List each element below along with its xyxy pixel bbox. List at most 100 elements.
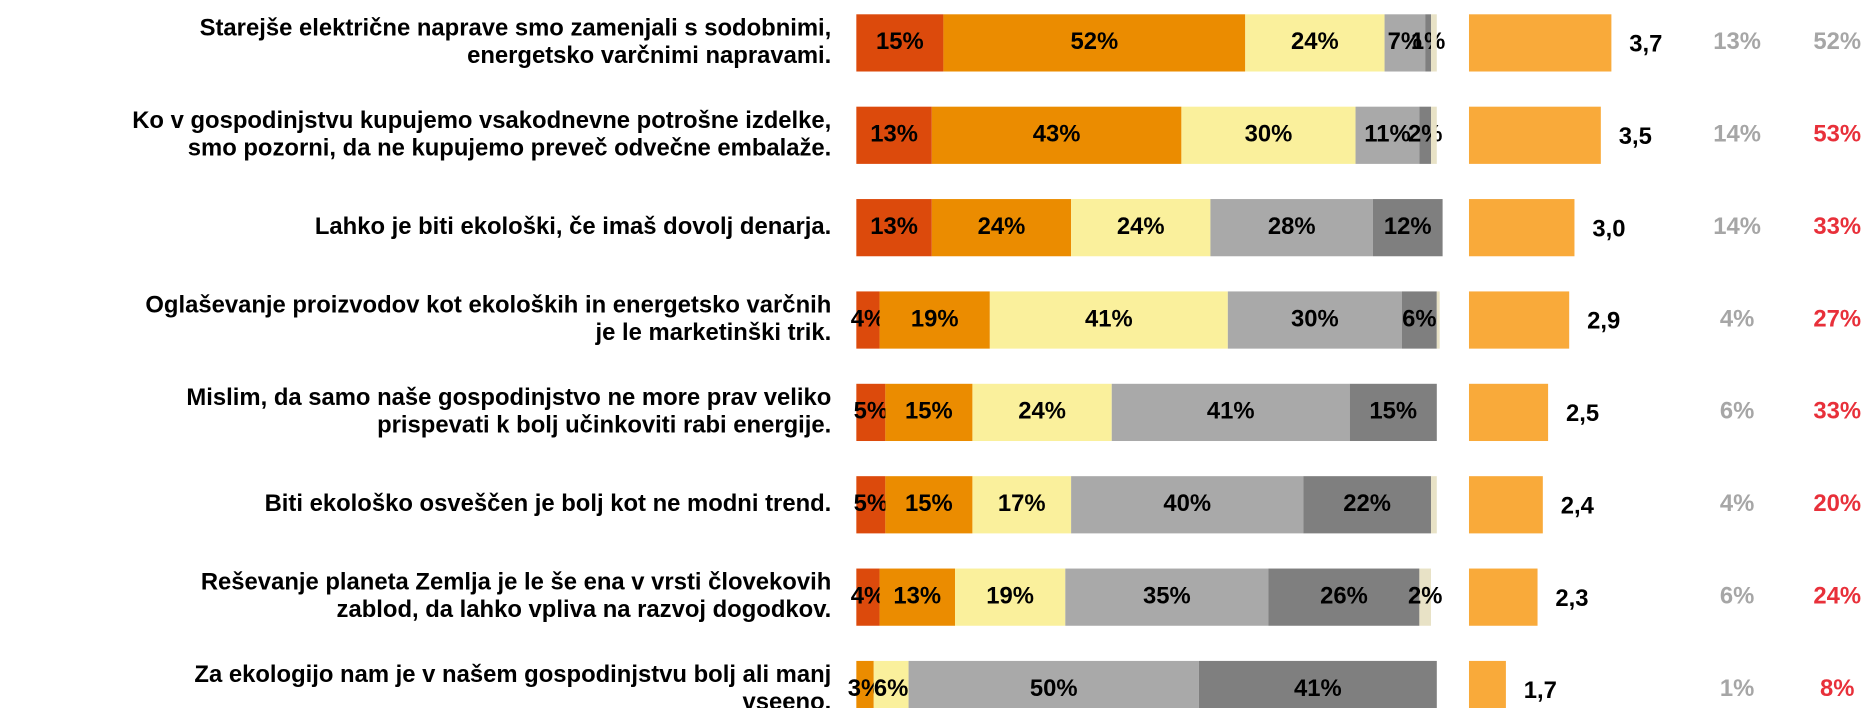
value-label: 5% — [854, 490, 888, 517]
value-label: 50% — [1030, 675, 1078, 702]
category-label: Biti ekološko osveščen je bolj kot ne mo… — [265, 490, 832, 517]
share-low: 6% — [1720, 398, 1754, 425]
bar-segment — [1071, 476, 1304, 534]
value-label: 52% — [1070, 28, 1118, 55]
category-label: vseeno. — [743, 689, 832, 708]
bar-segment — [943, 14, 1246, 72]
bar-segment — [1430, 106, 1437, 164]
value-label: 13% — [870, 121, 918, 148]
bar-segment — [1071, 199, 1211, 257]
mean-label: 3,0 — [1592, 215, 1625, 242]
value-label: 24% — [978, 213, 1026, 240]
category-label: energetsko varčnimi napravami. — [467, 42, 831, 69]
value-label: 4% — [851, 582, 885, 609]
mean-label: 1,7 — [1524, 677, 1557, 704]
bar-segment — [873, 660, 909, 708]
value-label: 12% — [1384, 213, 1432, 240]
bar-segment — [856, 476, 886, 534]
mean-bar — [1468, 199, 1575, 257]
value-label: 11% — [1364, 121, 1410, 148]
bar-segment — [1210, 199, 1373, 257]
bar-segment — [1430, 14, 1437, 72]
category-label: smo pozorni, da ne kupujemo preveč odveč… — [188, 134, 832, 161]
bar-segment — [1419, 568, 1431, 626]
mean-label: 3,7 — [1629, 31, 1662, 58]
bar-segment — [1436, 291, 1440, 349]
bar-segment — [931, 199, 1072, 257]
mean-bar — [1468, 106, 1601, 164]
mean-bar — [1468, 476, 1543, 534]
share-low: 1% — [1720, 675, 1754, 702]
value-label: 28% — [1268, 213, 1316, 240]
value-label: 15% — [1369, 398, 1417, 425]
share-low: 6% — [1720, 582, 1754, 609]
value-label: 24% — [1291, 28, 1339, 55]
bar-segment — [1384, 14, 1426, 72]
share-high: 33% — [1813, 213, 1861, 240]
value-label: 30% — [1245, 121, 1293, 148]
value-label: 30% — [1291, 305, 1339, 332]
value-label: 35% — [1143, 582, 1191, 609]
bar-segment — [856, 199, 932, 257]
value-label: 15% — [905, 398, 953, 425]
bar-segment — [1425, 14, 1431, 72]
category-label: Lahko je biti ekološki, če imaš dovolj d… — [315, 213, 831, 240]
bar-segment — [879, 568, 956, 626]
bar-segment — [885, 476, 973, 534]
share-high: 20% — [1813, 490, 1861, 517]
mean-label: 3,5 — [1619, 123, 1652, 150]
mean-label: 2,9 — [1587, 308, 1620, 335]
value-label: 40% — [1163, 490, 1211, 517]
bar-segment — [1419, 106, 1431, 164]
value-label: 41% — [1085, 305, 1133, 332]
bar-segment — [908, 660, 1199, 708]
bar-segment — [856, 14, 944, 72]
mean-label: 2,5 — [1566, 400, 1599, 427]
share-high: 8% — [1820, 675, 1854, 702]
value-label: 26% — [1320, 582, 1368, 609]
value-label: 15% — [905, 490, 953, 517]
category-label: Oglaševanje proizvodov kot ekoloških in … — [145, 292, 831, 319]
bar-segment — [989, 291, 1228, 349]
bar-segment — [972, 476, 1072, 534]
value-label: 17% — [998, 490, 1046, 517]
value-label: 7% — [1388, 28, 1422, 55]
value-label: 41% — [1207, 398, 1255, 425]
bar-segment — [1065, 568, 1269, 626]
value-label: 13% — [870, 213, 918, 240]
bar-segment — [856, 106, 932, 164]
share-low: 14% — [1713, 121, 1761, 148]
share-high: 27% — [1813, 305, 1861, 332]
mean-label: 2,4 — [1561, 492, 1595, 519]
bar-segment — [1372, 199, 1443, 257]
bar-segment — [1401, 291, 1437, 349]
bar-segment — [1355, 106, 1420, 164]
category-label: prispevati k bolj učinkoviti rabi energi… — [377, 411, 831, 438]
bar-segment — [856, 568, 880, 626]
value-label: 24% — [1117, 213, 1165, 240]
value-label: 24% — [1018, 398, 1066, 425]
bar-segment — [1245, 14, 1385, 72]
mean-bar — [1468, 291, 1570, 349]
value-label: 2% — [1408, 582, 1442, 609]
mean-bar — [1468, 14, 1612, 72]
bar-segment — [931, 106, 1182, 164]
bar-segment — [879, 291, 990, 349]
bar-segment — [1111, 383, 1350, 442]
mean-bar — [1468, 660, 1506, 708]
bar-segment — [1268, 568, 1420, 626]
share-high: 53% — [1813, 121, 1861, 148]
category-label: je le marketinški trik. — [595, 319, 832, 346]
share-low: 4% — [1720, 305, 1754, 332]
bar-segment — [1430, 476, 1437, 534]
bar-segment — [856, 291, 880, 349]
value-label: 13% — [893, 582, 941, 609]
value-label: 15% — [876, 28, 924, 55]
value-label: 1% — [1411, 28, 1445, 55]
bar-segment — [856, 383, 886, 442]
bar-segment — [856, 660, 874, 708]
bar-segment — [1349, 383, 1437, 442]
value-label: 19% — [911, 305, 959, 332]
category-label: Mislim, da samo naše gospodinjstvo ne mo… — [186, 384, 831, 411]
